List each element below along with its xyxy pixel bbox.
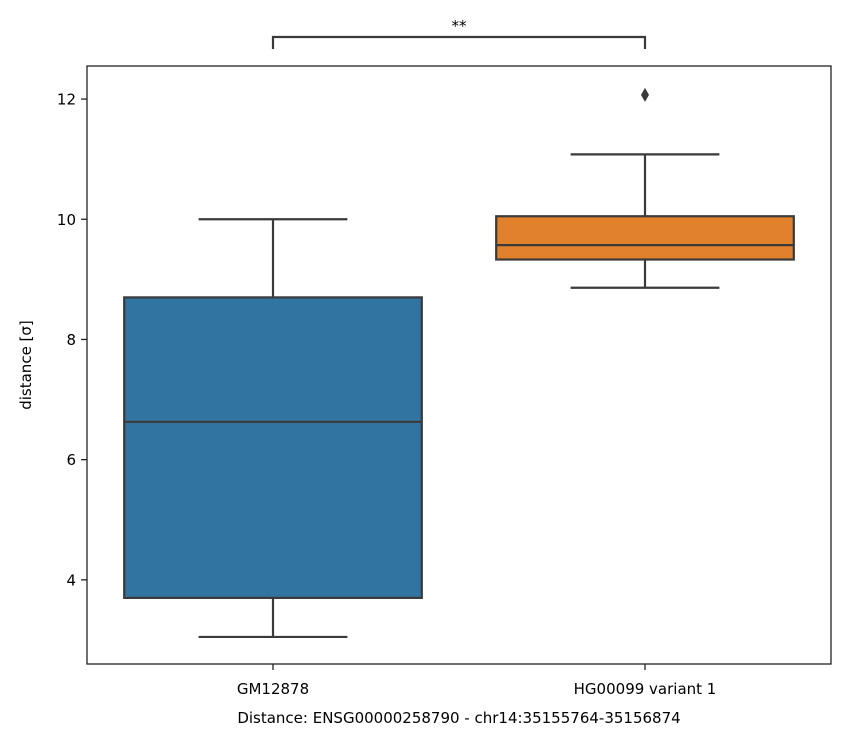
plot-area	[86, 65, 832, 665]
x-tick-label: HG00099 variant 1	[574, 680, 717, 698]
box-2	[495, 87, 795, 289]
x-tick-label: GM12878	[237, 680, 309, 698]
y-axis-label: distance [σ]	[17, 320, 35, 410]
y-tick-label: 10	[57, 211, 76, 229]
y-tick-label: 8	[66, 331, 76, 349]
significance-label: **	[452, 17, 468, 35]
y-axis: 4 6 8 10 12	[57, 91, 87, 589]
outlier-point	[641, 87, 649, 102]
y-tick-label: 6	[66, 451, 76, 469]
box-iqr	[123, 296, 423, 599]
box-1	[123, 218, 423, 639]
boxes	[123, 87, 795, 639]
box-iqr	[495, 215, 795, 261]
y-tick-label: 4	[66, 571, 76, 589]
y-tick-label: 12	[57, 91, 76, 109]
x-axis-label: Distance: ENSG00000258790 - chr14:351557…	[237, 709, 680, 727]
significance-annotation: **	[271, 17, 647, 49]
significance-bracket	[271, 35, 647, 49]
x-axis: GM12878 HG00099 variant 1	[237, 664, 716, 698]
